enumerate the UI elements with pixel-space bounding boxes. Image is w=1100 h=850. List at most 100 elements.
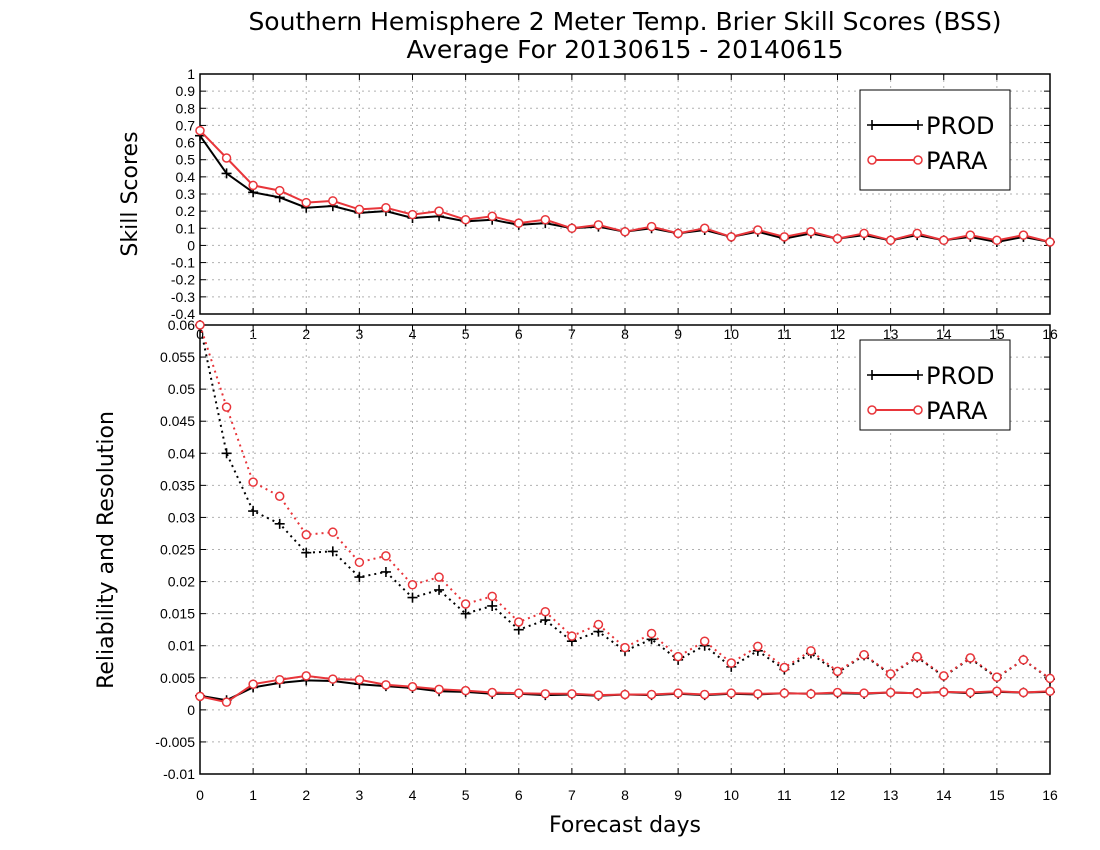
x-tick-label: 7	[568, 787, 576, 803]
legend-label-prod: PROD	[926, 362, 995, 390]
data-point-prod	[407, 592, 418, 603]
data-point-para	[912, 228, 922, 239]
data-point-para	[806, 689, 816, 699]
x-tick-label: 9	[674, 326, 682, 342]
y-tick-label: 0.7	[176, 117, 196, 133]
data-point-para	[1018, 655, 1029, 665]
y-tick-label: -0.2	[171, 272, 195, 288]
x-tick-label: 11	[777, 326, 792, 342]
data-point-para	[407, 580, 418, 590]
data-point-para	[859, 228, 869, 239]
y-tick-label: 0.055	[160, 349, 195, 365]
data-point-para	[567, 631, 577, 641]
data-point-para	[646, 689, 657, 700]
data-point-para	[912, 688, 922, 698]
y-tick-label: 0.04	[168, 445, 195, 461]
data-point-para	[1045, 673, 1055, 684]
reliability-resolution-panel: -0.01 -0.005 0 0.005 0.01 0.015 0.02 0.025 0.03 0…	[94, 317, 1058, 838]
data-point-para	[487, 211, 497, 222]
x-tick-label: 13	[883, 787, 899, 803]
data-point-para	[274, 185, 285, 196]
y-tick-label: 0.005	[160, 670, 195, 686]
data-point-para	[328, 196, 338, 206]
data-point-para	[487, 687, 497, 698]
data-point-prod	[540, 615, 551, 626]
y-tick-label: -0.1	[171, 255, 195, 271]
data-point-para	[567, 689, 577, 699]
legend-box	[859, 89, 1011, 191]
series-line-para-dotted	[199, 324, 1051, 680]
data-point-para	[434, 684, 444, 695]
x-tick-label: 15	[989, 787, 1005, 803]
data-point-para	[328, 527, 338, 537]
data-point-prod	[274, 518, 285, 529]
data-point-para	[514, 688, 524, 698]
data-point-para	[1018, 687, 1029, 698]
legend-marker-para	[913, 405, 923, 415]
x-tick-label: 2	[302, 326, 310, 342]
y-tick-label: 0.4	[176, 169, 196, 185]
legend-label-para: PARA	[926, 397, 988, 425]
y-tick-label: 0.06	[168, 317, 195, 333]
x-tick-label: 1	[249, 787, 257, 803]
y-tick-label: 0	[187, 237, 195, 253]
y-tick-label: -0.01	[163, 766, 195, 782]
data-point-para	[381, 202, 391, 213]
data-point-prod	[248, 506, 259, 517]
y-tick-label: 0.025	[160, 542, 195, 558]
data-point-para	[912, 651, 922, 662]
data-point-para	[195, 691, 205, 702]
data-point-para	[885, 235, 896, 246]
legend-label-prod: PROD	[926, 112, 995, 140]
data-point-para	[939, 687, 949, 697]
data-point-para	[195, 320, 205, 330]
data-point-para	[699, 223, 710, 234]
data-point-para	[593, 619, 604, 630]
y-tick-label: 0.01	[168, 638, 195, 654]
data-point-para	[540, 214, 551, 225]
data-point-para	[965, 653, 976, 663]
x-tick-label: 5	[462, 326, 470, 342]
data-point-para	[567, 223, 577, 234]
x-tick-label: 16	[1042, 787, 1058, 803]
x-tick-label: 7	[568, 326, 576, 342]
data-point-para	[859, 649, 869, 660]
y-tick-label: 0.3	[176, 186, 196, 202]
legend-marker-prod	[913, 370, 923, 380]
data-point-para	[593, 690, 604, 700]
data-point-para	[832, 687, 843, 698]
legend-label-para: PARA	[926, 147, 988, 175]
data-point-prod	[380, 566, 391, 577]
data-point-para	[779, 232, 790, 242]
data-point-para	[832, 666, 843, 677]
x-tick-label: 12	[830, 787, 846, 803]
data-point-para	[301, 197, 311, 208]
data-point-para	[992, 686, 1002, 697]
y-tick-label: 0.6	[176, 135, 196, 151]
data-point-para	[593, 220, 604, 230]
data-point-para	[540, 606, 551, 617]
x-tick-label: 1	[249, 326, 257, 342]
x-tick-label: 13	[883, 326, 899, 342]
data-point-para	[965, 687, 976, 698]
data-point-para	[806, 226, 816, 237]
y-tick-label: 0.5	[176, 152, 196, 168]
y-tick-label: 0.035	[160, 477, 195, 493]
x-tick-label: 8	[621, 787, 629, 803]
data-point-para	[753, 225, 763, 235]
data-point-para	[221, 402, 232, 412]
x-tick-label: 10	[723, 326, 739, 342]
x-axis-label: Forecast days	[549, 813, 701, 838]
skill-scores-panel: -0.4-0.3-0.2-0.100.10.20.30.40.50.60.70.…	[118, 66, 1058, 342]
y-tick-label: -0.3	[171, 289, 195, 305]
legend-marker-para	[867, 405, 877, 415]
y-tick-label: 0.045	[160, 413, 195, 429]
data-point-para	[354, 557, 365, 568]
data-point-para	[248, 180, 258, 191]
data-point-prod	[460, 608, 471, 619]
data-point-para	[939, 235, 949, 246]
data-point-para	[779, 662, 790, 673]
data-point-para	[221, 153, 232, 163]
data-point-para	[885, 669, 896, 679]
